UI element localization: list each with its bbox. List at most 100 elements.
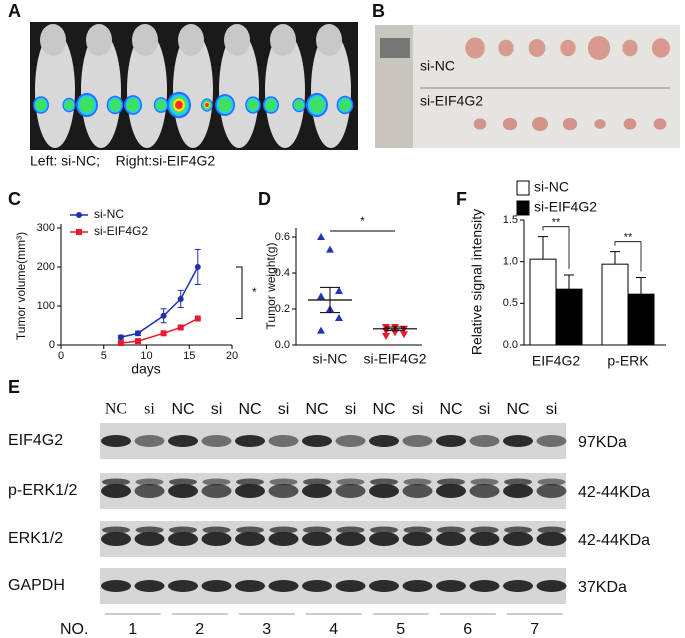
point (194, 264, 201, 270)
lane-label: NC (439, 401, 462, 418)
y-tick-label: 300 (37, 222, 55, 234)
band (235, 532, 265, 546)
sem-bar (320, 286, 340, 314)
band (168, 484, 198, 498)
band (469, 532, 500, 546)
band (268, 435, 299, 447)
band (470, 478, 499, 486)
size-label: 42-44KDa (578, 532, 650, 549)
panel-letter: F (456, 189, 467, 209)
point (117, 340, 124, 347)
signal (294, 100, 304, 110)
band (302, 484, 332, 498)
y-axis-label: Tumor volume(mm³) (14, 232, 28, 340)
band (102, 478, 130, 486)
tumor (562, 117, 578, 131)
error-bar (610, 251, 620, 265)
band (302, 532, 332, 546)
tumor (623, 118, 637, 130)
x-tick-label: 0 (58, 350, 64, 362)
significance-bracket (236, 266, 243, 319)
tumor (653, 118, 667, 130)
band (134, 435, 165, 447)
bar (627, 293, 655, 346)
band (134, 532, 165, 546)
band (336, 526, 365, 534)
tumor (465, 37, 485, 59)
panel-letter: E (8, 377, 20, 397)
tumor (473, 118, 487, 130)
band (303, 478, 331, 486)
lane-label: NC (305, 401, 328, 418)
point (391, 329, 399, 337)
band (402, 435, 433, 447)
point (134, 338, 141, 345)
signal (247, 99, 259, 111)
band (470, 526, 499, 534)
band (235, 435, 265, 447)
band (335, 435, 366, 447)
band (101, 435, 131, 447)
band (536, 435, 567, 447)
mouse (127, 32, 167, 148)
lane-label: si (144, 401, 155, 418)
band (169, 526, 197, 534)
tumor (532, 117, 548, 131)
band (235, 580, 265, 592)
y-tick-label: 1.0 (503, 256, 518, 268)
band (235, 484, 265, 498)
point (317, 326, 325, 334)
band (536, 484, 567, 498)
sample-number: 5 (396, 621, 405, 638)
lane-label: si (479, 401, 491, 418)
sample-number: 2 (195, 621, 204, 638)
band (335, 532, 366, 546)
tumor (528, 39, 546, 57)
band (369, 580, 399, 592)
sample-number: 4 (329, 621, 338, 638)
protein-label: GAPDH (8, 577, 65, 594)
protein-label: ERK1/2 (8, 530, 63, 547)
group-label: si-EIF4G2 (420, 93, 483, 109)
y-tick-label: 0 (49, 339, 55, 351)
band (469, 580, 500, 592)
caption: Left: si-NC; Right:si-EIF4G2 (30, 153, 215, 169)
panel-letter: A (8, 1, 21, 21)
significance-bracket (614, 241, 642, 272)
lane-label: NC (171, 401, 194, 418)
legend-label: si-NC (94, 207, 124, 221)
significance-bracket (542, 226, 570, 269)
signal (339, 98, 351, 112)
band (202, 478, 231, 486)
point (160, 330, 167, 337)
y-tick-label: 0.6 (275, 231, 290, 243)
x-tick-label: p-ERK (607, 353, 649, 369)
signal (35, 99, 47, 111)
lane-label: si (546, 401, 558, 418)
signal (175, 100, 183, 110)
mouse (265, 32, 305, 148)
lane-label: NC (372, 401, 395, 418)
y-tick-label: 100 (37, 300, 55, 312)
lane-label: si (211, 401, 223, 418)
band (436, 435, 466, 447)
panel-letter: B (372, 1, 385, 21)
band (503, 580, 533, 592)
band (236, 478, 264, 486)
mouse-head (224, 24, 250, 56)
band (169, 478, 197, 486)
mouse-head (316, 24, 342, 56)
lane-label: si (345, 401, 357, 418)
band (369, 532, 399, 546)
band (134, 484, 165, 498)
band (335, 484, 366, 498)
band (537, 478, 566, 486)
band (135, 478, 164, 486)
band (268, 532, 299, 546)
y-tick-label: 0.5 (503, 297, 518, 309)
mouse-head (132, 24, 158, 56)
band (402, 532, 433, 546)
x-tick-label: si-EIF4G2 (363, 351, 426, 367)
tumor (651, 38, 671, 58)
